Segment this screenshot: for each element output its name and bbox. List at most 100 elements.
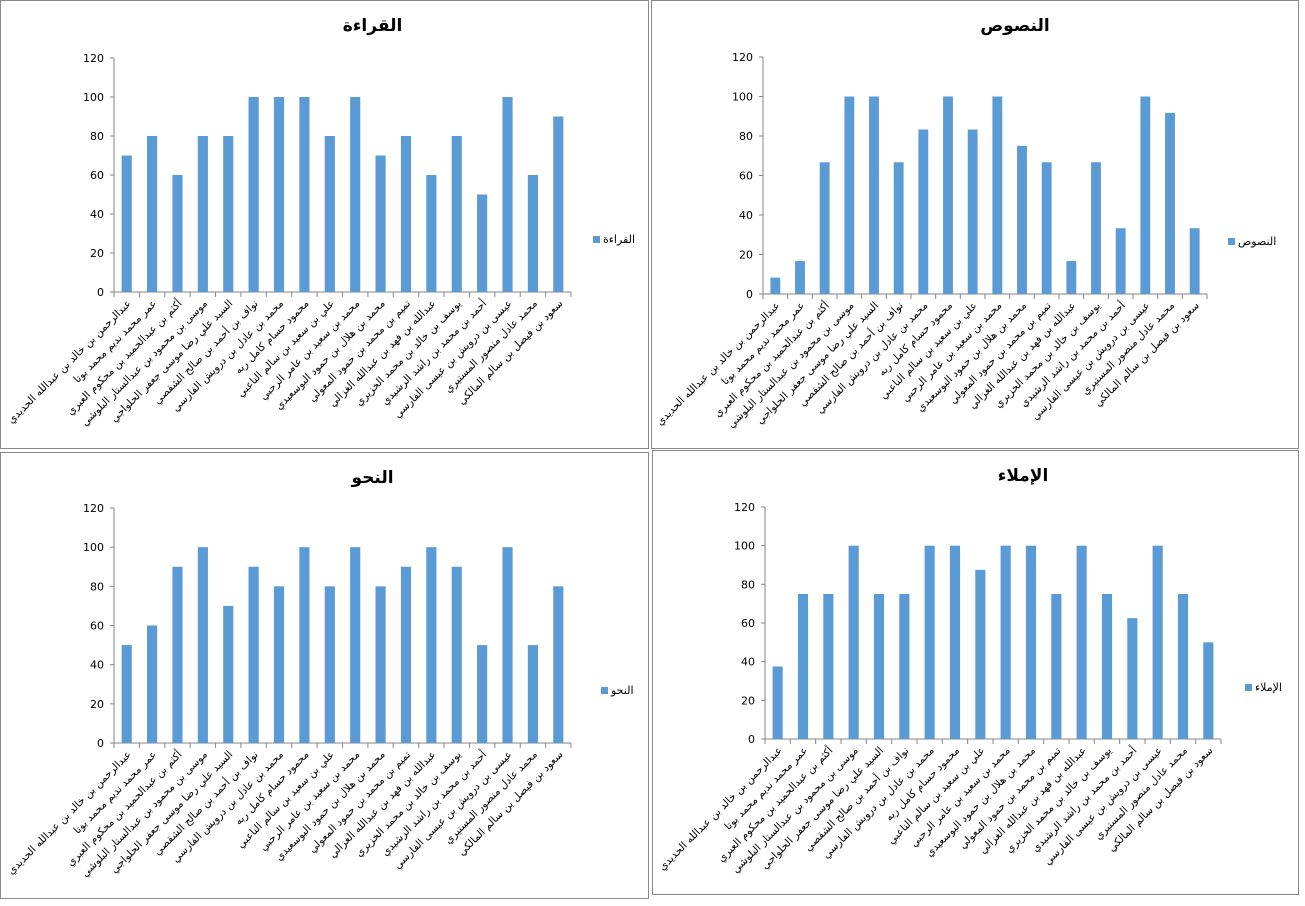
y-tick-label: 40 [90,208,104,221]
y-tick-label: 20 [741,694,755,707]
bar [1000,545,1011,739]
legend-label: الإملاء [1255,681,1282,694]
y-tick-label: 80 [90,130,104,143]
bar [1165,112,1175,294]
bar [172,566,183,743]
y-tick-label: 20 [739,249,753,262]
legend-swatch [601,687,608,694]
y-tick-label: 80 [741,578,755,591]
bar [949,545,961,739]
y-tick-label: 120 [83,502,104,515]
chart-title: القراءة [343,16,403,36]
chart-title: الإملاء [998,466,1049,486]
y-tick-label: 20 [90,698,104,711]
bar [451,566,462,743]
bar [350,547,361,743]
bar [553,116,564,292]
chart-panel-dictation: الإملاء 0 20 40 60 80 100 120 عبدالرحمن بن خالد … [652,450,1299,895]
y-tick-label: 80 [739,130,753,143]
bar [172,175,183,292]
bar [1066,261,1077,294]
bar [772,666,783,739]
legend-label: النحو [610,684,634,697]
bar [967,129,978,294]
bar [1127,618,1138,739]
y-tick-label: 40 [90,659,104,672]
legend-swatch [1228,238,1235,245]
bar [899,594,910,739]
bar [350,97,361,292]
bar [147,136,158,292]
y-tick-label: 0 [97,286,104,299]
y-tick-label: 120 [732,51,753,64]
bar [147,625,158,743]
y-tick-label: 0 [97,737,104,750]
y-tick-label: 60 [90,620,104,633]
bar [375,155,386,292]
bar [873,594,885,739]
bar [1091,162,1101,294]
legend-label: القراءة [603,233,635,246]
bar [400,136,412,292]
bar [770,277,781,294]
bar [1076,545,1087,739]
legend-swatch [593,236,600,243]
y-tick-label: 80 [90,580,104,593]
bar [502,97,513,292]
bar [477,194,488,292]
y-tick-label: 120 [734,501,755,514]
bar [273,586,285,743]
y-tick-label: 100 [734,540,755,553]
y-tick-label: 100 [83,541,104,554]
y-tick-label: 0 [748,733,755,746]
y-tick-label: 0 [746,288,753,301]
bar [324,136,335,292]
bar [1101,594,1113,739]
bar [1189,228,1200,294]
y-tick-label: 20 [90,247,104,260]
bar [1140,96,1151,294]
bar [924,545,935,739]
bar [527,645,538,743]
bar [797,594,809,739]
bar [324,586,335,743]
bar [943,96,953,294]
bar [1203,642,1214,739]
bar [426,175,437,292]
legend-swatch [1245,684,1252,691]
bar [121,645,132,743]
bar [844,96,855,294]
chart-title: النحو [350,468,393,488]
bar [299,547,310,743]
chart-panel-grammar: النحو 0 20 40 60 80 100 120 عبدالرحمن بن خالد بن… [0,452,649,899]
y-tick-label: 60 [741,617,755,630]
bar [1017,145,1027,294]
bar [992,96,1003,294]
bar [848,545,859,739]
bar [248,97,259,292]
bar [248,566,259,743]
bar [273,97,285,292]
bar [299,97,310,292]
bar [1177,594,1189,739]
y-tick-label: 100 [83,91,104,104]
y-tick-label: 60 [90,169,104,182]
y-tick-label: 120 [83,52,104,65]
bar [1025,545,1037,739]
bar [121,155,132,292]
bar [426,547,437,743]
bar [869,96,879,294]
bar [553,586,564,743]
bar [223,136,234,292]
y-tick-label: 100 [732,91,753,104]
bar [375,586,386,743]
y-tick-label: 60 [739,170,753,183]
bar [197,136,208,292]
bar [1115,228,1126,294]
bar [819,162,830,294]
bar [451,136,462,292]
